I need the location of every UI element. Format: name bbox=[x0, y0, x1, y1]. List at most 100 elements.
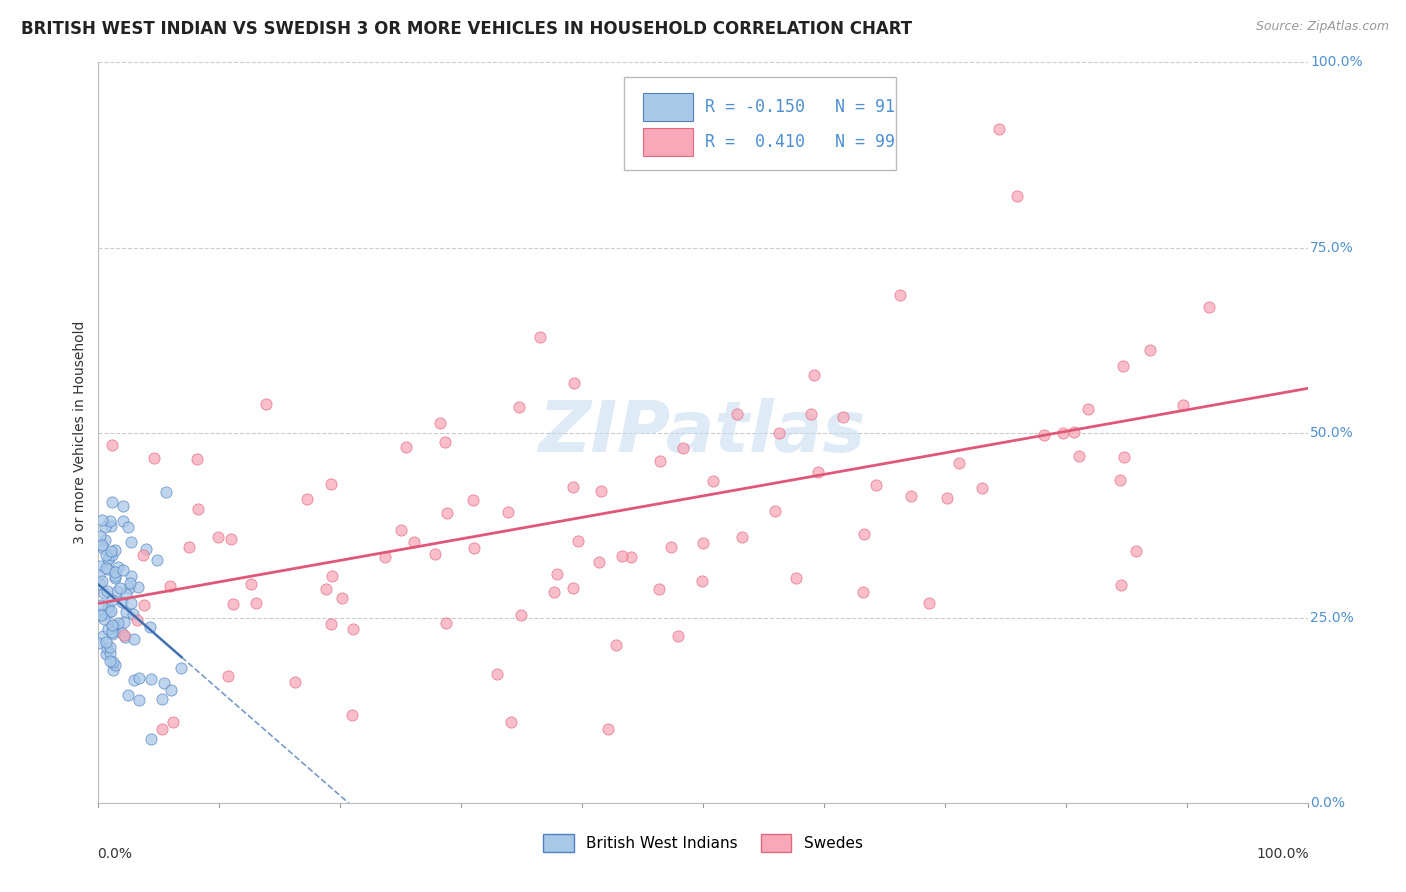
Text: BRITISH WEST INDIAN VS SWEDISH 3 OR MORE VEHICLES IN HOUSEHOLD CORRELATION CHART: BRITISH WEST INDIAN VS SWEDISH 3 OR MORE… bbox=[21, 20, 912, 37]
Point bbox=[702, 474, 724, 488]
Point bbox=[389, 523, 412, 537]
Point bbox=[567, 533, 589, 548]
Point bbox=[101, 495, 124, 509]
Point bbox=[620, 549, 643, 564]
Point bbox=[117, 688, 139, 702]
Point bbox=[128, 693, 150, 707]
Y-axis label: 3 or more Vehicles in Household: 3 or more Vehicles in Household bbox=[73, 321, 87, 544]
Point bbox=[100, 627, 122, 641]
Point bbox=[97, 605, 120, 619]
Point bbox=[103, 566, 125, 580]
Point bbox=[96, 635, 118, 649]
Point bbox=[107, 560, 129, 574]
Point bbox=[1112, 450, 1135, 464]
Point bbox=[725, 407, 748, 421]
Point bbox=[936, 491, 959, 506]
Point bbox=[93, 607, 115, 622]
Point bbox=[120, 575, 142, 590]
Point bbox=[562, 376, 585, 390]
Point bbox=[342, 707, 364, 722]
FancyBboxPatch shape bbox=[643, 128, 693, 156]
Point bbox=[131, 548, 153, 562]
Point bbox=[1139, 343, 1161, 357]
Point bbox=[87, 567, 110, 582]
Point bbox=[1109, 578, 1132, 592]
Point bbox=[1125, 544, 1147, 558]
Point bbox=[94, 647, 117, 661]
Point bbox=[89, 577, 111, 591]
Point bbox=[562, 581, 585, 595]
Point bbox=[865, 478, 887, 492]
Point bbox=[105, 583, 128, 598]
Point bbox=[342, 622, 364, 636]
Point bbox=[100, 604, 122, 618]
Point bbox=[96, 583, 118, 598]
Point bbox=[170, 661, 193, 675]
Point bbox=[98, 646, 121, 660]
Point bbox=[374, 550, 396, 565]
Point bbox=[900, 489, 922, 503]
Point bbox=[800, 408, 823, 422]
Point bbox=[94, 533, 117, 547]
Point bbox=[98, 514, 121, 528]
Point bbox=[135, 541, 157, 556]
Point bbox=[100, 518, 122, 533]
Point bbox=[1052, 426, 1074, 441]
Point bbox=[917, 596, 939, 610]
Text: ZIPatlas: ZIPatlas bbox=[540, 398, 866, 467]
Point bbox=[768, 426, 790, 441]
Point bbox=[150, 691, 173, 706]
Point bbox=[852, 584, 875, 599]
Point bbox=[90, 574, 112, 588]
Point bbox=[803, 368, 825, 382]
Point bbox=[832, 410, 855, 425]
Point bbox=[125, 613, 148, 627]
Point bbox=[134, 599, 156, 613]
Point bbox=[152, 675, 174, 690]
Point bbox=[115, 605, 138, 619]
Point bbox=[807, 466, 830, 480]
Point bbox=[104, 658, 127, 673]
Point bbox=[186, 452, 208, 467]
Point bbox=[96, 560, 118, 574]
Text: 100.0%: 100.0% bbox=[1256, 847, 1309, 861]
Point bbox=[321, 617, 343, 632]
Point bbox=[330, 591, 353, 605]
Point bbox=[112, 628, 135, 642]
Point bbox=[219, 532, 242, 546]
Point bbox=[222, 597, 245, 611]
Point bbox=[650, 454, 672, 468]
Point bbox=[463, 541, 485, 555]
Point bbox=[1111, 359, 1133, 373]
Point bbox=[101, 625, 124, 640]
Point bbox=[605, 638, 627, 652]
Point bbox=[111, 626, 134, 640]
Point bbox=[561, 480, 583, 494]
Point bbox=[402, 534, 425, 549]
Point bbox=[498, 505, 520, 519]
Point bbox=[434, 615, 457, 630]
Point bbox=[254, 397, 277, 411]
Point bbox=[101, 620, 124, 634]
Point bbox=[682, 129, 704, 144]
Point bbox=[93, 629, 115, 643]
Point bbox=[159, 579, 181, 593]
Point bbox=[101, 655, 124, 669]
Point bbox=[117, 581, 139, 595]
Point bbox=[648, 582, 671, 596]
Point bbox=[97, 552, 120, 566]
Text: 0.0%: 0.0% bbox=[97, 847, 132, 861]
Point bbox=[591, 484, 613, 499]
Point bbox=[104, 571, 127, 585]
Point bbox=[661, 540, 683, 554]
Point bbox=[87, 636, 110, 650]
Point bbox=[207, 530, 229, 544]
Point bbox=[120, 596, 142, 610]
Point bbox=[97, 600, 120, 615]
Point bbox=[1198, 300, 1220, 314]
Point bbox=[150, 722, 173, 736]
Point bbox=[501, 715, 523, 730]
Point bbox=[127, 580, 149, 594]
Point bbox=[96, 549, 118, 563]
Point bbox=[785, 571, 807, 585]
